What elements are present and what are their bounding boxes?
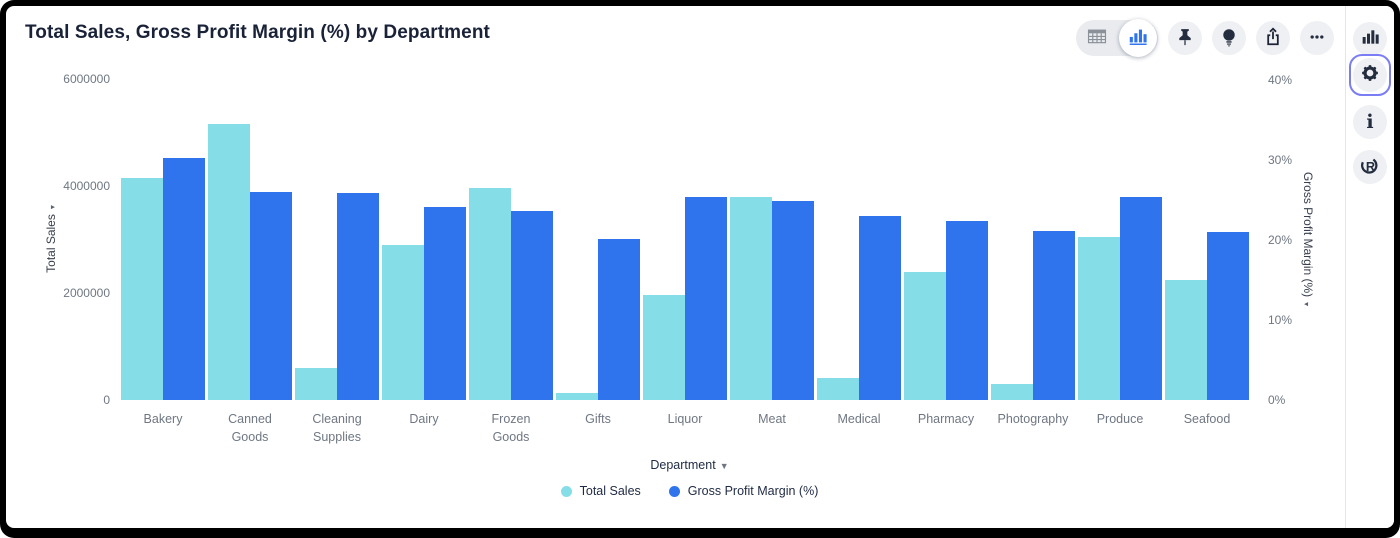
view-toggle bbox=[1076, 19, 1158, 57]
left-axis-tick: 0 bbox=[103, 393, 110, 407]
bar-gross-profit-margin--seafood[interactable] bbox=[1207, 232, 1249, 400]
bar-total-sales-photography[interactable] bbox=[991, 384, 1033, 400]
bar-total-sales-seafood[interactable] bbox=[1165, 280, 1207, 400]
bar-gross-profit-margin--meat[interactable] bbox=[772, 201, 814, 400]
legend: Total Sales Gross Profit Margin (%) bbox=[121, 484, 1258, 498]
bar-chart-icon bbox=[1360, 27, 1380, 52]
bar-chart-icon bbox=[1127, 25, 1149, 52]
x-tick-liquor: Liquor bbox=[667, 412, 703, 426]
right-axis-title[interactable]: Gross Profit Margin (%)▾ bbox=[1301, 171, 1315, 307]
bar-gross-profit-margin--produce[interactable] bbox=[1120, 197, 1162, 400]
legend-dot-icon bbox=[560, 485, 572, 497]
chart-area: Total Sales▾ Gross Profit Margin (%)▾ De… bbox=[6, 6, 1394, 528]
x-tick-dairy: Dairy bbox=[409, 412, 439, 426]
chevron-down-icon: ▼ bbox=[719, 461, 729, 471]
x-axis-field[interactable]: Department ▼ bbox=[650, 458, 729, 472]
bar-total-sales-pharmacy[interactable] bbox=[904, 272, 946, 400]
bar-total-sales-bakery[interactable] bbox=[121, 178, 163, 400]
chart-view-button[interactable] bbox=[1119, 19, 1157, 57]
lightbulb-icon bbox=[1218, 26, 1240, 51]
export-button[interactable] bbox=[1256, 21, 1290, 55]
bar-total-sales-produce[interactable] bbox=[1078, 237, 1120, 400]
bar-total-sales-liquor[interactable] bbox=[643, 295, 685, 400]
bar-total-sales-canned-goods[interactable] bbox=[208, 124, 250, 400]
bar-total-sales-medical[interactable] bbox=[817, 378, 859, 400]
settings-button[interactable] bbox=[1353, 58, 1387, 92]
bar-total-sales-meat[interactable] bbox=[730, 197, 772, 400]
sort-arrow-icon: ▾ bbox=[48, 205, 57, 210]
explore-button[interactable] bbox=[1212, 21, 1246, 55]
right-rail: i R bbox=[1345, 6, 1394, 528]
right-axis-tick: 10% bbox=[1268, 313, 1293, 327]
bar-gross-profit-margin--medical[interactable] bbox=[859, 216, 901, 400]
bar-gross-profit-margin--dairy[interactable] bbox=[424, 207, 466, 400]
bar-gross-profit-margin--gifts[interactable] bbox=[598, 239, 640, 400]
x-tick-cleaning-supplies: Cleaning Supplies bbox=[312, 412, 362, 445]
sort-arrow-icon: ▾ bbox=[1302, 302, 1311, 307]
legend-item-total-sales[interactable]: Total Sales bbox=[560, 484, 641, 498]
info-button[interactable]: i bbox=[1353, 105, 1387, 139]
info-icon: i bbox=[1366, 110, 1374, 133]
ellipsis-icon bbox=[1306, 26, 1328, 51]
left-axis-tick: 2000000 bbox=[63, 286, 110, 300]
left-axis-tick: 4000000 bbox=[63, 179, 110, 193]
bar-total-sales-frozen-goods[interactable] bbox=[469, 188, 511, 400]
bar-gross-profit-margin--frozen-goods[interactable] bbox=[511, 211, 553, 400]
legend-label: Gross Profit Margin (%) bbox=[687, 484, 819, 498]
table-view-button[interactable] bbox=[1076, 20, 1117, 56]
right-axis-tick: 0% bbox=[1268, 393, 1286, 407]
left-axis-title[interactable]: Total Sales▾ bbox=[44, 205, 58, 273]
x-tick-medical: Medical bbox=[837, 412, 881, 426]
chart-type-button[interactable] bbox=[1353, 22, 1387, 56]
chart-widget: Total Sales, Gross Profit Margin (%) by … bbox=[6, 6, 1394, 528]
left-axis-tick: 6000000 bbox=[63, 72, 110, 86]
pin-button[interactable] bbox=[1168, 21, 1202, 55]
more-button[interactable] bbox=[1300, 21, 1334, 55]
x-tick-frozen-goods: Frozen Goods bbox=[491, 412, 531, 445]
table-icon bbox=[1086, 27, 1108, 50]
right-axis-tick: 40% bbox=[1268, 73, 1293, 87]
x-tick-photography: Photography bbox=[997, 412, 1069, 426]
x-tick-canned-goods: Canned Goods bbox=[228, 412, 272, 445]
bar-total-sales-dairy[interactable] bbox=[382, 245, 424, 400]
x-tick-gifts: Gifts bbox=[585, 412, 611, 426]
gear-icon bbox=[1359, 62, 1381, 89]
r-logo-icon: R bbox=[1358, 153, 1382, 182]
bar-gross-profit-margin--canned-goods[interactable] bbox=[250, 192, 292, 400]
bar-gross-profit-margin--bakery[interactable] bbox=[163, 158, 205, 400]
x-tick-bakery: Bakery bbox=[143, 412, 183, 426]
settings-selected-outline bbox=[1349, 54, 1391, 96]
x-tick-meat: Meat bbox=[758, 412, 786, 426]
x-tick-pharmacy: Pharmacy bbox=[917, 412, 975, 426]
right-axis-tick: 30% bbox=[1268, 153, 1293, 167]
legend-label: Total Sales bbox=[579, 484, 641, 498]
share-icon bbox=[1262, 26, 1284, 51]
bar-total-sales-cleaning-supplies[interactable] bbox=[295, 368, 337, 400]
bar-gross-profit-margin--pharmacy[interactable] bbox=[946, 221, 988, 400]
legend-item-gross-profit-margin-[interactable]: Gross Profit Margin (%) bbox=[668, 484, 819, 498]
bar-gross-profit-margin--cleaning-supplies[interactable] bbox=[337, 193, 379, 400]
r-logo-button[interactable]: R bbox=[1353, 150, 1387, 184]
legend-dot-icon bbox=[668, 485, 680, 497]
bar-total-sales-gifts[interactable] bbox=[556, 393, 598, 400]
right-axis-tick: 20% bbox=[1268, 233, 1293, 247]
x-tick-produce: Produce bbox=[1096, 412, 1144, 426]
bar-gross-profit-margin--photography[interactable] bbox=[1033, 231, 1075, 400]
toolbar bbox=[1076, 19, 1334, 57]
svg-text:R: R bbox=[1366, 159, 1375, 174]
pin-icon bbox=[1174, 26, 1196, 51]
x-tick-seafood: Seafood bbox=[1183, 412, 1231, 426]
plot-area bbox=[121, 79, 1258, 400]
bar-gross-profit-margin--liquor[interactable] bbox=[685, 197, 727, 400]
page-title: Total Sales, Gross Profit Margin (%) by … bbox=[25, 22, 490, 43]
